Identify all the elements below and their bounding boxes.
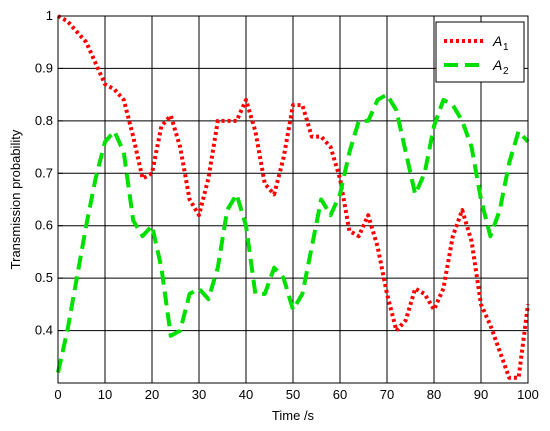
legend-subscript-2: 2: [503, 66, 509, 77]
x-tick-label: 40: [239, 387, 253, 402]
y-tick-label: 0.5: [35, 270, 53, 285]
y-tick-label: 1: [46, 8, 53, 23]
x-tick-label: 70: [380, 387, 394, 402]
y-tick-label: 0.4: [35, 323, 53, 338]
x-tick-label: 20: [145, 387, 159, 402]
x-axis-label: Time /s: [272, 408, 315, 423]
y-tick-label: 0.9: [35, 60, 53, 75]
x-tick-label: 80: [427, 387, 441, 402]
y-tick-label: 0.8: [35, 113, 53, 128]
legend: A 1A 2: [435, 21, 525, 83]
x-tick-label: 50: [286, 387, 300, 402]
legend-label-2: A: [492, 57, 502, 73]
y-axis-label: Transmission probability: [8, 129, 23, 269]
x-tick-label: 60: [333, 387, 347, 402]
axis-ticks: 0 10 20 30 40 50 60 70 80 90 100 0.4 0.5 0.6 0.7 0.8 0.9…: [35, 8, 539, 402]
legend-label-1: A: [492, 33, 502, 49]
series-line-2: [56, 92, 530, 373]
y-tick-label: 0.6: [35, 218, 53, 233]
x-tick-label: 30: [192, 387, 206, 402]
legend-subscript-1: 1: [503, 42, 509, 53]
legend-box: [435, 21, 525, 83]
x-tick-label: 10: [98, 387, 112, 402]
series-lines: [56, 14, 530, 380]
x-tick-label: 100: [517, 387, 539, 402]
y-tick-label: 0.7: [35, 165, 53, 180]
series-line-1: [57, 14, 530, 380]
x-tick-label: 90: [474, 387, 488, 402]
x-tick-label: 0: [54, 387, 61, 402]
